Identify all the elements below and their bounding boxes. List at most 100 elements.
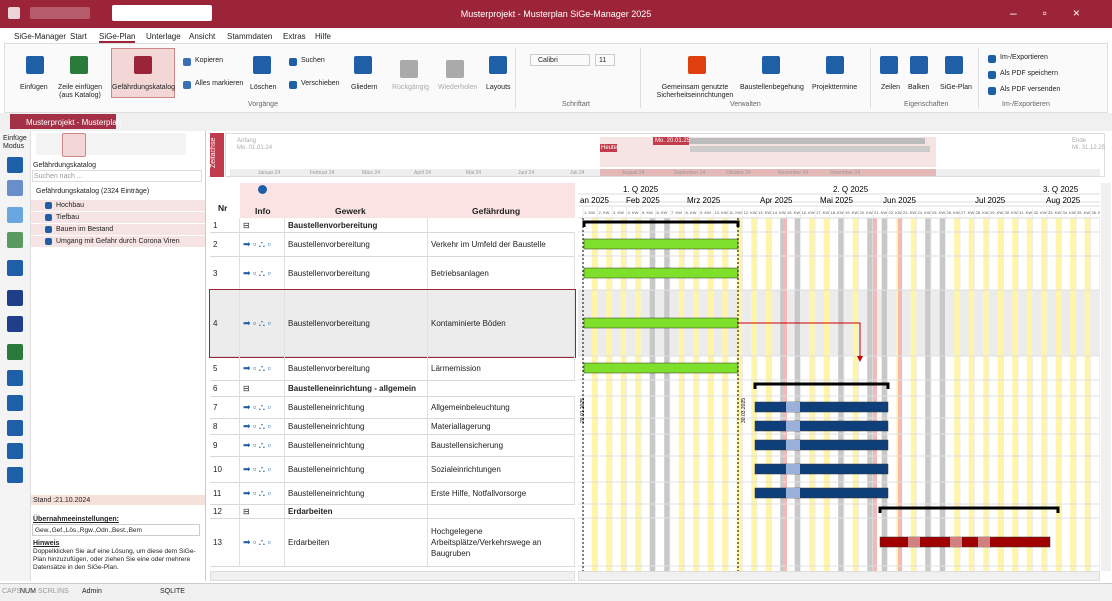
week-label: 26. KW	[947, 210, 960, 215]
cell-gewerk: Baustelleneinrichtung	[285, 418, 428, 434]
insert-tool	[7, 260, 23, 276]
ribbon-button[interactable]: Gefährdungskatalog	[112, 84, 176, 91]
cell-gefaehrdung: Betriebsanlagen	[428, 256, 575, 290]
catalog-search[interactable]	[32, 170, 202, 182]
cell-nr: 4	[210, 290, 240, 356]
week-label: 11. KW	[729, 210, 742, 215]
tree-folder	[45, 238, 52, 245]
ribbon-button[interactable]: Alles markieren	[195, 80, 244, 87]
menu-item[interactable]: SiGe-Manager	[14, 32, 67, 41]
search-box[interactable]	[112, 5, 212, 21]
stand-bar	[31, 495, 205, 505]
table-row: 3 ➡ ▫ ⛬ ▫ Baustellenvorbereitung Betriebsan…	[210, 256, 575, 291]
cell-gefaehrdung: Baustellensicherung	[428, 434, 575, 456]
ribbon-group-label: Vorgänge	[248, 101, 278, 108]
week-stripe	[910, 218, 917, 571]
gantt-scrollbar[interactable]	[578, 571, 1100, 581]
vertical-scrollbar[interactable]	[1101, 183, 1111, 571]
status-item: CAPS	[2, 588, 22, 595]
settings-select[interactable]	[32, 524, 200, 536]
ribbon-button[interactable]: Rückgängig	[392, 84, 429, 91]
cell-gewerk: Baustelleneinrichtung - allgemein	[285, 380, 428, 396]
table-row: 1 ⊟ Baustellenvorbereitung	[210, 218, 575, 233]
cell-nr: 13	[210, 518, 240, 566]
ribbon-button[interactable]: Projekttermine	[812, 84, 858, 91]
week-label: 36. KW	[1092, 210, 1101, 215]
ribbon-separator	[640, 48, 641, 108]
ribbon-icon	[826, 56, 844, 74]
font-box	[530, 54, 590, 66]
ribbon-button[interactable]: Kopieren	[195, 57, 224, 64]
cell-nr: 7	[210, 396, 240, 418]
info-icon	[258, 185, 267, 194]
row-icons: ➡ ▫ ⛬ ▫	[243, 238, 271, 249]
menu-item[interactable]: Stammdaten	[227, 32, 273, 41]
catalog-root: Gefährdungskatalog (2324 Einträge)	[36, 188, 150, 195]
menu-item[interactable]: Extras	[283, 32, 306, 41]
table-row: 11 ➡ ▫ ⛬ ▫ Baustelleneinrichtung Erste Hilf…	[210, 482, 575, 505]
week-label: 3. KW	[613, 210, 624, 215]
ribbon-button[interactable]: Layouts	[486, 84, 511, 91]
insert-tool	[7, 395, 23, 411]
ribbon-button[interactable]: Im-/Exportieren	[1000, 54, 1048, 61]
cell-gewerk: Baustelleneinrichtung	[285, 434, 428, 456]
week-label: 15. KW	[787, 210, 800, 215]
week-stripe	[881, 218, 888, 571]
arrow-head	[857, 356, 863, 362]
ribbon-button[interactable]: Baustellenbegehung	[740, 84, 804, 91]
month-label: Aug 2025	[1046, 196, 1081, 205]
ribbon-button[interactable]: Zeilen	[881, 84, 901, 91]
table-scrollbar[interactable]	[210, 571, 575, 581]
gantt-bar	[583, 362, 739, 374]
ribbon-button[interactable]: Gemeinsam genutzte Sicherheitseinrichtun…	[656, 84, 734, 99]
week-stripe	[707, 218, 714, 571]
ribbon-button[interactable]: Zeile einfügen (aus Katalog)	[58, 84, 102, 99]
ribbon-button[interactable]: Löschen	[250, 84, 277, 91]
week-stripe	[620, 218, 627, 571]
status-item: INS	[57, 588, 69, 595]
catalog-tool-active[interactable]	[62, 133, 86, 157]
ribbon-button[interactable]: Gliedern	[351, 84, 378, 91]
ribbon-button[interactable]: Einfügen	[20, 84, 48, 91]
menu-item[interactable]: SiGe-Plan	[99, 32, 136, 43]
week-stripe	[1026, 218, 1033, 571]
column-header: Info	[255, 206, 271, 216]
stand-label: Stand :21.10.2024	[33, 497, 91, 504]
cell-nr: 12	[210, 504, 240, 518]
ribbon-button[interactable]: Wiederholen	[438, 84, 478, 91]
ribbon-button[interactable]: Suchen	[301, 57, 325, 64]
tree-row	[31, 200, 205, 211]
ribbon-button[interactable]: Balken	[908, 84, 930, 91]
menu-item[interactable]: Unterlage	[146, 32, 181, 41]
row-icons: ➡ ▫ ⛬ ▫	[243, 267, 271, 278]
week-stripe	[649, 218, 656, 571]
ribbon-icon	[880, 56, 898, 74]
ribbon-button[interactable]: Verschieben	[301, 80, 340, 87]
gantt-bar	[879, 536, 1051, 548]
cell-nr: 5	[210, 356, 240, 380]
week-stripe	[1099, 218, 1100, 571]
doc-tab[interactable]	[10, 114, 116, 129]
row-icons: ➡ ▫ ⛬ ▫	[243, 401, 271, 412]
row-icons: ➡ ▫ ⛬ ▫	[243, 487, 271, 498]
cell-nr: 6	[210, 380, 240, 396]
ribbon-icon	[688, 56, 706, 74]
week-stripe	[954, 218, 960, 571]
ribbon-button[interactable]: Als PDF versenden	[1000, 86, 1061, 93]
gantt-bar	[583, 238, 739, 250]
ribbon-icon	[134, 56, 152, 74]
menu-item[interactable]: Hilfe	[315, 32, 332, 41]
menu-item[interactable]: Start	[70, 32, 87, 41]
ribbon-button[interactable]: Als PDF speichern	[1000, 70, 1058, 77]
cell-info: ➡ ▫ ⛬ ▫	[240, 456, 285, 482]
week-stripe	[1055, 218, 1062, 571]
cell-info: ➡ ▫ ⛬ ▫	[240, 482, 285, 504]
timeline-month: April 24	[414, 170, 431, 176]
bar-gap	[786, 464, 800, 474]
quick-access[interactable]	[30, 7, 90, 19]
window-controls[interactable]: –▫×	[1010, 6, 1106, 20]
ribbon-button[interactable]: SiGe-Plan	[940, 84, 972, 91]
week-label: 14. KW	[773, 210, 786, 215]
menu-item[interactable]: Ansicht	[189, 32, 216, 41]
week-stripe	[867, 218, 873, 571]
